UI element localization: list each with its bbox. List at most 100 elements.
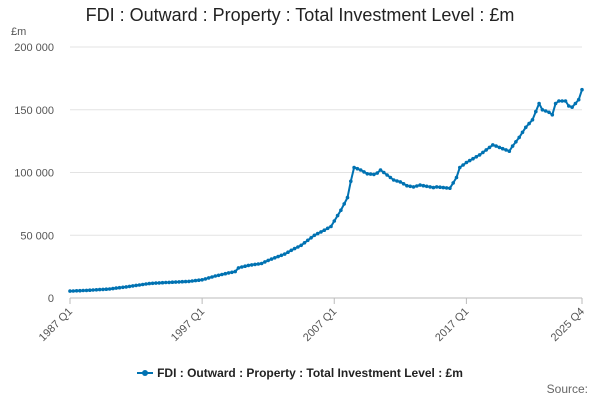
x-tick-label: 2025 Q4: [549, 306, 587, 344]
data-point: [510, 144, 515, 148]
data-point: [553, 101, 558, 106]
data-point: [325, 226, 330, 231]
data-point: [477, 153, 482, 157]
data-point: [160, 280, 165, 285]
data-point: [183, 279, 188, 284]
source-label: Source:: [546, 382, 588, 396]
data-point: [428, 185, 432, 189]
gridlines: [70, 46, 582, 299]
data-point: [190, 279, 194, 283]
data-point: [438, 185, 442, 189]
data-point: [424, 184, 429, 189]
data-point: [94, 288, 99, 292]
data-point: [233, 269, 237, 274]
data-point: [226, 271, 231, 275]
data-point: [259, 261, 264, 266]
data-point: [448, 186, 452, 190]
data-point: [173, 280, 178, 284]
data-point: [150, 281, 155, 286]
data-point: [114, 286, 118, 290]
data-point: [388, 175, 393, 180]
data-point: [352, 165, 356, 170]
data-point: [101, 287, 105, 292]
data-point: [200, 278, 204, 282]
data-point: [299, 243, 304, 248]
data-point: [266, 258, 271, 263]
data-point: [563, 99, 568, 103]
data-point: [530, 118, 535, 122]
chart-title: FDI : Outward : Property : Total Investm…: [85, 5, 515, 25]
data-point: [213, 274, 218, 278]
x-tick-label: 1987 Q1: [37, 306, 75, 344]
data-point: [573, 101, 578, 106]
data-point: [220, 272, 224, 277]
data-point: [421, 183, 426, 188]
data-point: [467, 158, 472, 163]
data-point: [249, 263, 254, 267]
data-point: [193, 278, 198, 283]
data-point: [411, 185, 416, 189]
data-point: [342, 202, 347, 206]
data-point: [398, 180, 403, 184]
data-point: [332, 219, 337, 223]
data-point: [197, 278, 201, 283]
data-point: [372, 172, 376, 177]
data-point: [415, 184, 419, 188]
legend[interactable]: FDI : Outward : Property : Total Investm…: [0, 366, 600, 380]
data-point: [223, 271, 228, 276]
data-point: [240, 265, 244, 269]
data-point: [401, 182, 406, 186]
data-point: [121, 285, 125, 290]
data-point: [127, 284, 132, 289]
data-point: [567, 104, 571, 108]
data-point: [302, 241, 307, 245]
data-point: [534, 109, 538, 114]
data-point: [322, 228, 327, 232]
data-point: [253, 262, 257, 267]
data-point: [395, 179, 399, 183]
data-point: [81, 288, 85, 293]
data-point: [362, 170, 366, 174]
data-point: [71, 289, 76, 293]
data-point: [487, 145, 492, 150]
data-point: [504, 148, 508, 152]
data-point: [517, 135, 521, 140]
data-point: [444, 186, 449, 190]
data-point: [289, 248, 294, 253]
data-point: [68, 289, 72, 293]
data-point: [375, 171, 380, 175]
y-tick-label: 0: [48, 293, 54, 305]
data-point: [282, 252, 287, 256]
data-point: [170, 280, 175, 285]
data-point: [471, 156, 475, 161]
data-point: [276, 254, 280, 259]
data-point: [312, 233, 317, 238]
data-point: [243, 264, 247, 269]
data-point: [368, 172, 373, 176]
data-point: [507, 149, 512, 153]
data-point: [273, 255, 277, 260]
data-point: [540, 108, 545, 112]
data-point: [391, 178, 396, 182]
data-point: [454, 175, 459, 180]
data-point: [560, 99, 564, 103]
data-point: [131, 284, 135, 288]
data-point: [210, 275, 214, 279]
data-point: [543, 109, 548, 113]
data-point: [104, 287, 109, 292]
data-point: [451, 181, 456, 185]
data-point: [137, 283, 142, 287]
data-point: [537, 101, 541, 106]
data-point: [144, 282, 148, 286]
data-point: [365, 172, 370, 176]
data-point: [481, 150, 485, 155]
x-axis: 1987 Q1 1997 Q1 2007 Q1 2017 Q1 2025 Q4: [37, 298, 587, 344]
data-point: [355, 166, 360, 171]
data-point: [177, 280, 181, 284]
data-point: [520, 130, 525, 135]
data-point: [405, 183, 409, 188]
y-tick-label: 100 000: [14, 168, 54, 180]
data-point: [580, 87, 584, 92]
data-point: [385, 173, 389, 177]
